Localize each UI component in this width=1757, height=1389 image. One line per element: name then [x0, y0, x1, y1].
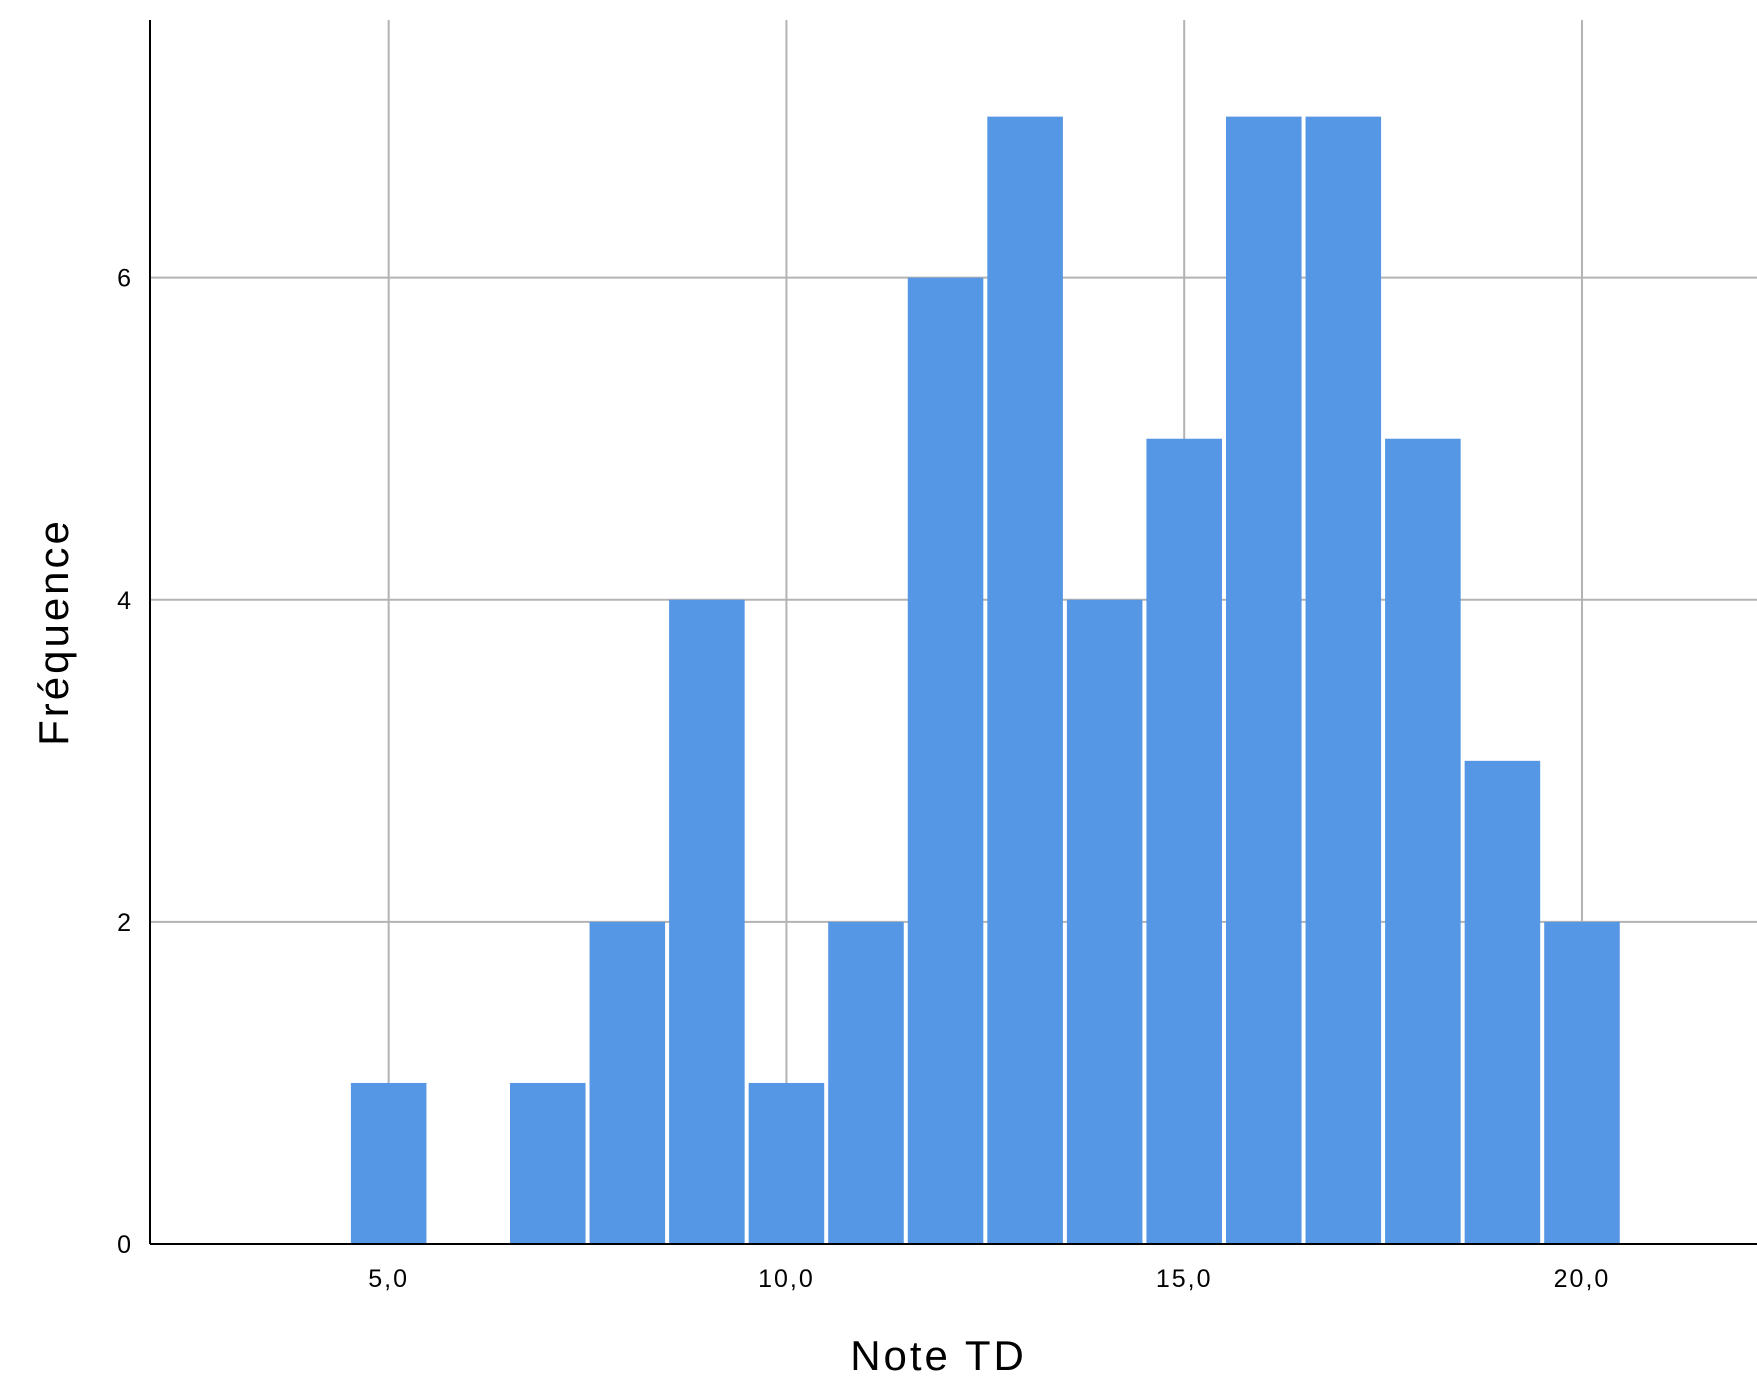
y-axis-title: Fréquence [30, 518, 77, 746]
x-axis-title: Note TD [850, 1332, 1027, 1379]
histogram-bar-14 [1544, 921, 1620, 1244]
histogram-bar-10 [1225, 116, 1302, 1244]
histogram-bar-9 [1146, 438, 1222, 1245]
histogram-bar-3 [669, 599, 745, 1244]
y-tick-label-2: 4 [117, 587, 133, 615]
histogram-bar-4 [748, 1082, 825, 1244]
histogram-bar-6 [907, 277, 984, 1244]
histogram-bar-8 [1066, 599, 1143, 1244]
histogram-bar-12 [1385, 438, 1461, 1245]
y-tick-label-3: 6 [117, 265, 133, 293]
x-tick-label-0: 5,0 [368, 1265, 409, 1293]
x-tick-labels: 5,0 10,0 15,0 20,0 [368, 1265, 1611, 1293]
histogram-bar-7 [987, 116, 1063, 1244]
histogram-bar-0 [350, 1082, 427, 1244]
histogram-bar-5 [828, 921, 904, 1244]
bars [350, 116, 1620, 1245]
x-tick-label-3: 20,0 [1554, 1265, 1611, 1293]
histogram-bar-1 [509, 1082, 586, 1244]
histogram-bar-11 [1305, 116, 1382, 1244]
y-tick-label-1: 2 [117, 909, 133, 937]
y-tick-labels: 0 2 4 6 [117, 265, 133, 1259]
x-tick-label-1: 10,0 [758, 1265, 815, 1293]
histogram-bar-13 [1464, 760, 1541, 1244]
histogram-bar-2 [589, 921, 666, 1244]
y-tick-label-0: 0 [117, 1231, 133, 1259]
x-tick-label-2: 15,0 [1156, 1265, 1213, 1293]
axes [149, 20, 1757, 1245]
